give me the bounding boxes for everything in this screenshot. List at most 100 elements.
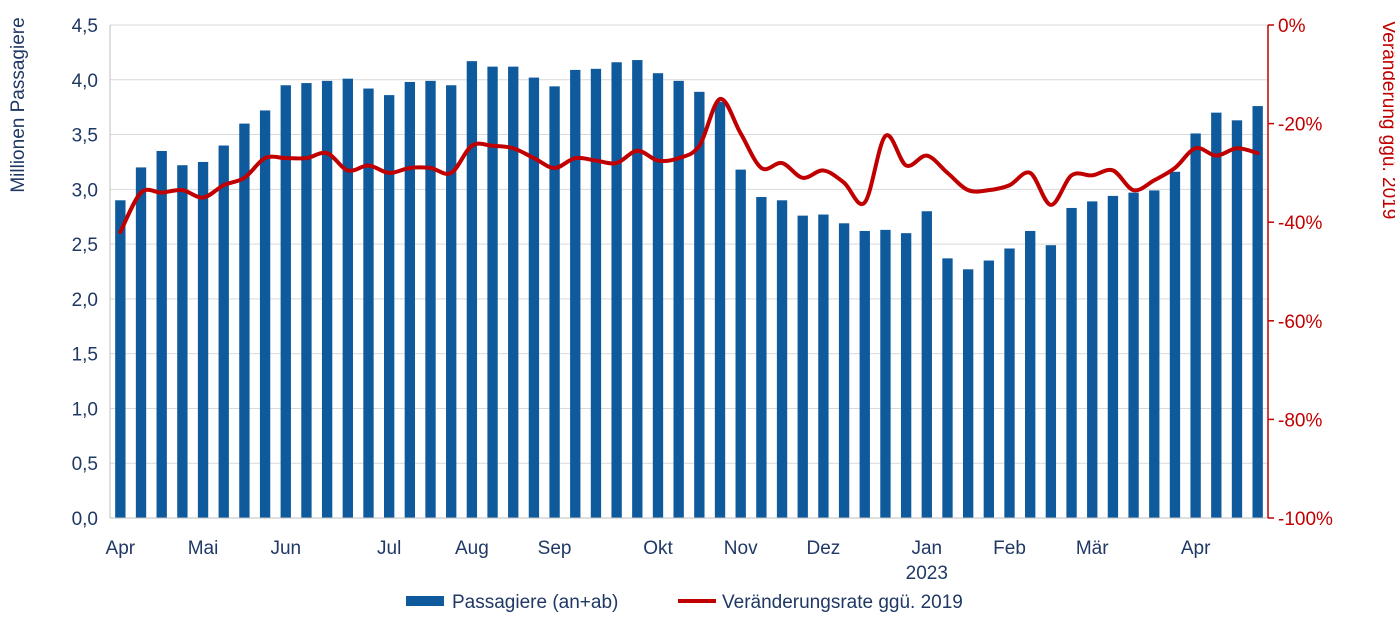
bar (1149, 190, 1160, 518)
x-tick-label: Feb (993, 538, 1026, 559)
x-tick-label: Dez (807, 538, 841, 559)
x-tick-label: Apr (106, 538, 136, 559)
x-tick-label: Apr (1181, 538, 1211, 559)
legend-label-passagiere: Passagiere (an+ab) (452, 592, 618, 613)
y-right-tick-label: -100% (1278, 509, 1333, 530)
bar (1045, 245, 1057, 518)
bar (280, 85, 291, 518)
bar (446, 85, 457, 518)
y-right-tick-label: -20% (1278, 115, 1322, 136)
bar (838, 223, 850, 518)
bar (1107, 195, 1119, 518)
y-left-tick-label: 4,5 (72, 16, 98, 37)
y-right-tick-label: -60% (1278, 312, 1322, 333)
bar (1025, 230, 1036, 518)
bar (590, 68, 602, 519)
y-right-tick-label: -40% (1278, 213, 1322, 234)
x-tick-label: Mai (188, 538, 219, 559)
x-tick-label: Jul (377, 538, 401, 559)
bar (508, 66, 519, 519)
bar (549, 86, 560, 519)
bar (694, 91, 705, 518)
y-left-tick-label: 0,0 (72, 509, 98, 530)
y-left-tick-label: 2,0 (72, 290, 98, 311)
x-tick-label: Jan (911, 538, 942, 559)
y-left-tick-label: 2,5 (72, 235, 98, 256)
bar (301, 83, 312, 518)
y-axis-left-ticks: 0,0 0,5 1,0 1,5 2,0 2,5 3,0 3,5 4,0 4,5 (72, 16, 98, 530)
bar (1004, 248, 1015, 518)
x-tick-label: Jun (270, 538, 301, 559)
x-tick-label: Aug (455, 538, 489, 559)
bar (177, 165, 188, 518)
y-axis-right-ticks: -100% -80% -60% -40% -20% 0% (1278, 16, 1333, 530)
bar (487, 66, 498, 519)
bar (983, 260, 995, 518)
bar (404, 81, 416, 519)
legend-swatch-passagiere (406, 596, 444, 606)
bar (363, 88, 374, 518)
x-axis-ticks: Apr Mai Jun Jul Aug Sep Okt Nov Dez Jan Feb Mär Apr 2… (106, 538, 1212, 584)
y-left-tick-label: 4,0 (72, 71, 98, 92)
bar (570, 69, 581, 518)
bar (156, 150, 167, 518)
x-tick-label: Sep (538, 538, 572, 559)
bar (652, 73, 664, 519)
bar (1190, 133, 1201, 518)
x-tick-label: Nov (724, 538, 758, 559)
y-left-tick-label: 0,5 (72, 454, 98, 475)
bar (673, 80, 684, 518)
y-right-tick-label: 0% (1278, 16, 1306, 37)
bar (321, 80, 333, 518)
bar (818, 214, 829, 518)
bar (425, 80, 436, 518)
y-left-tick-label: 1,5 (72, 345, 98, 366)
bar (632, 60, 643, 519)
bar (776, 200, 788, 519)
series-line (118, 96, 1260, 235)
legend-label-veraenderungsrate: Veränderungsrate ggü. 2019 (722, 592, 963, 613)
bar (135, 167, 147, 518)
bar (756, 197, 767, 518)
bar (1169, 171, 1181, 518)
x-year-label: 2023 (906, 563, 948, 584)
bar (611, 62, 622, 518)
bar (1128, 192, 1139, 518)
bar (714, 101, 726, 518)
bar (115, 200, 126, 519)
bar (197, 161, 209, 518)
bar (239, 123, 250, 518)
axes (109, 24, 1274, 519)
bar (1211, 112, 1222, 519)
bar (1066, 207, 1077, 519)
line-series-veraenderungsrate (118, 96, 1260, 235)
bar (797, 215, 808, 519)
bar (900, 233, 912, 518)
bar (259, 110, 271, 518)
bar (962, 269, 974, 518)
bar (921, 211, 932, 518)
y-left-tick-label: 3,5 (72, 126, 98, 147)
bar (466, 61, 478, 519)
bar (942, 258, 953, 518)
bar (218, 145, 229, 518)
y-axis-left-title: Millionen Passagiere (8, 17, 29, 192)
bar (880, 229, 891, 518)
bar (1087, 201, 1098, 518)
y-right-tick-label: -80% (1278, 410, 1322, 431)
bar (859, 230, 870, 518)
bar (342, 78, 353, 518)
bar-series-passagiere (115, 60, 1263, 519)
bar (383, 95, 395, 519)
bar (528, 77, 540, 518)
y-left-tick-label: 3,0 (72, 180, 98, 201)
x-tick-label: Mär (1076, 538, 1109, 559)
y-axis-right-title: Veränderung ggü. 2019 (1378, 21, 1395, 220)
bar (1231, 120, 1243, 519)
bar (735, 169, 746, 518)
legend: Passagiere (an+ab) Veränderungsrate ggü.… (406, 592, 963, 613)
y-left-tick-label: 1,0 (72, 399, 98, 420)
x-tick-label: Okt (643, 538, 673, 559)
